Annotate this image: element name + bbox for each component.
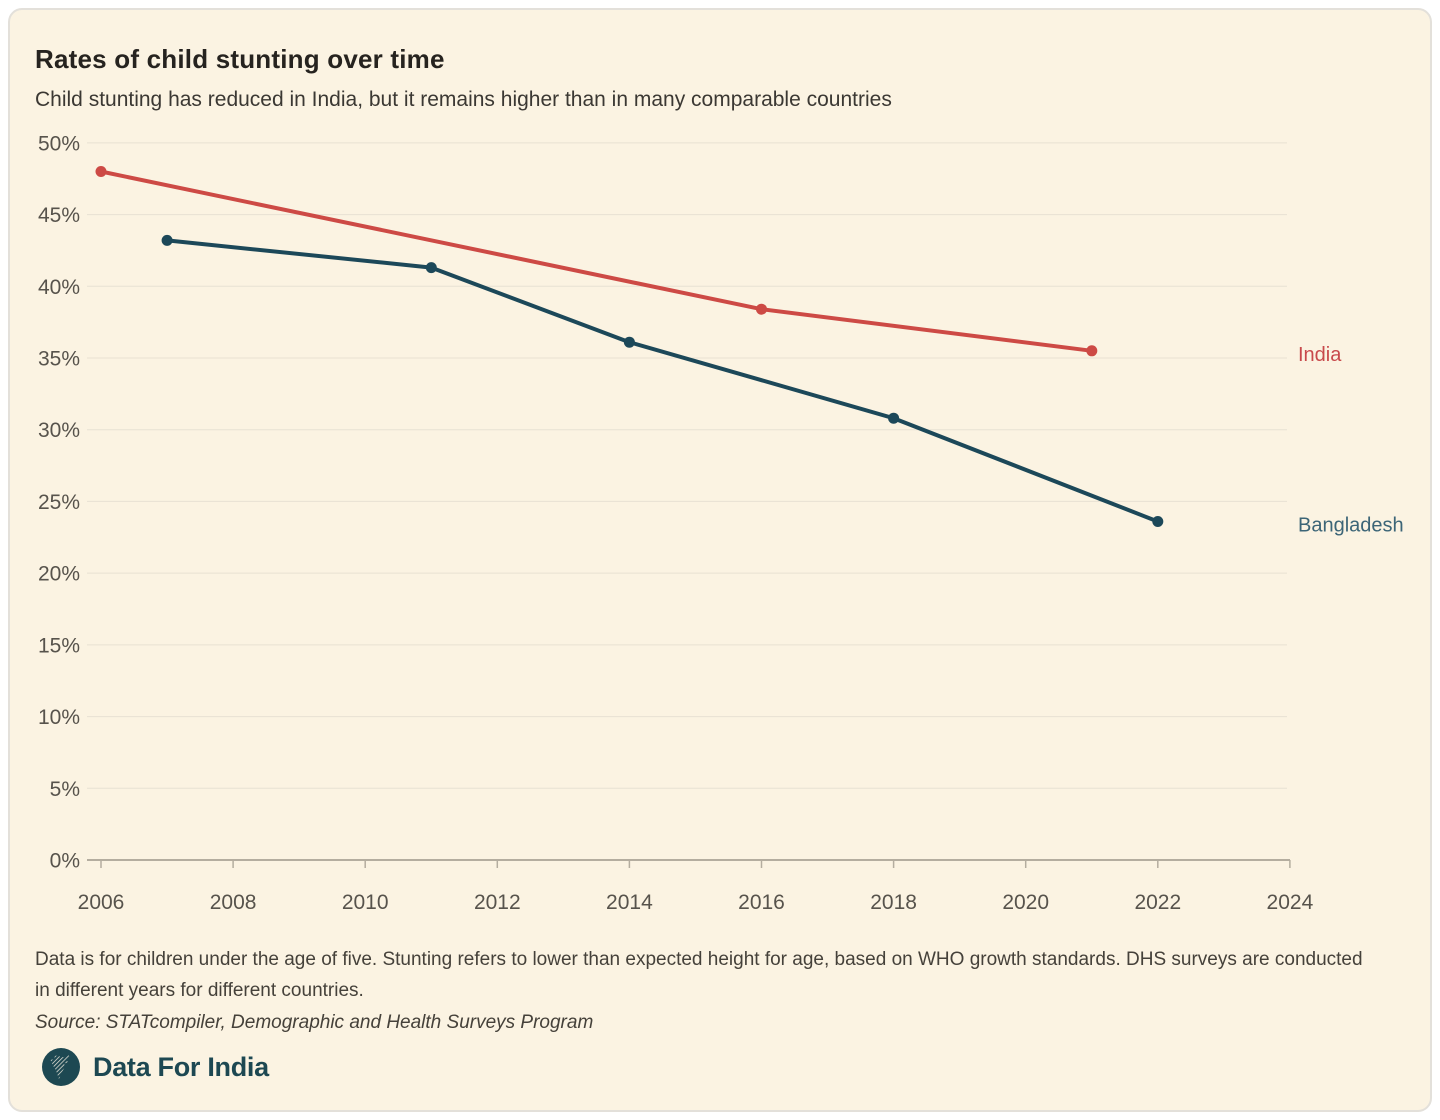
chart-title: Rates of child stunting over time	[35, 44, 445, 74]
data-point-bangladesh-2022	[1152, 516, 1164, 527]
y-tick-label: 30%	[38, 419, 80, 442]
y-tick-label: 25%	[38, 491, 80, 514]
x-tick-label: 2018	[870, 891, 917, 914]
x-tick-label: 2006	[78, 891, 125, 914]
source-note: Source: STATcompiler, Demographic and He…	[35, 1012, 594, 1033]
series-line-bangladesh	[165, 238, 1160, 524]
data-point-bangladesh-2007	[161, 234, 173, 246]
stunting-line-chart: 0% 5% 10% 15% 20% 25% 30% 35% 40% 45% 50% 2006 2008 2…	[38, 132, 1404, 914]
data-point-india-2021	[1086, 345, 1098, 357]
chart-footnote: Data is for children under the age of fi…	[35, 944, 1365, 1038]
series-label-india: India	[1298, 344, 1342, 366]
x-tick-label: 2022	[1134, 891, 1181, 914]
data-point-bangladesh-2014	[623, 336, 635, 348]
y-tick-label: 5%	[50, 778, 80, 801]
data-for-india-branding: Data For India	[42, 1046, 269, 1088]
series-line-india	[99, 169, 1094, 353]
y-tick-label: 20%	[38, 563, 80, 586]
data-point-bangladesh-2018	[888, 412, 900, 424]
y-tick-label: 0%	[50, 850, 80, 873]
data-point-india-2006	[95, 166, 107, 177]
series-label-bangladesh: Bangladesh	[1298, 515, 1404, 537]
y-tick-label: 45%	[38, 204, 80, 227]
x-tick-label: 2012	[474, 891, 521, 914]
x-tick-label: 2010	[342, 891, 389, 914]
chart-subtitle: Child stunting has reduced in India, but…	[35, 88, 892, 111]
data-point-bangladesh-2011	[425, 262, 437, 274]
chart-card: 0% 5% 10% 15% 20% 25% 30% 35% 40% 45% 50% 2006 2008 2…	[8, 8, 1432, 1112]
y-tick-label: 35%	[38, 348, 80, 371]
data-for-india-logo-text: Data For India	[93, 1051, 269, 1082]
x-tick-label: 2020	[1002, 891, 1049, 914]
footnote-text: Data is for children under the age of fi…	[35, 949, 1363, 1001]
x-tick-label: 2008	[210, 891, 257, 914]
y-tick-label: 15%	[38, 634, 80, 657]
y-tick-label: 40%	[38, 276, 80, 299]
y-tick-label: 50%	[38, 132, 80, 155]
x-tick-label: 2016	[738, 891, 785, 914]
x-tick-label: 2014	[606, 891, 653, 914]
data-point-india-2016	[756, 303, 767, 315]
x-tick-label: 2024	[1267, 891, 1314, 914]
data-for-india-logo-icon	[42, 1048, 80, 1086]
y-tick-label: 10%	[38, 706, 80, 729]
